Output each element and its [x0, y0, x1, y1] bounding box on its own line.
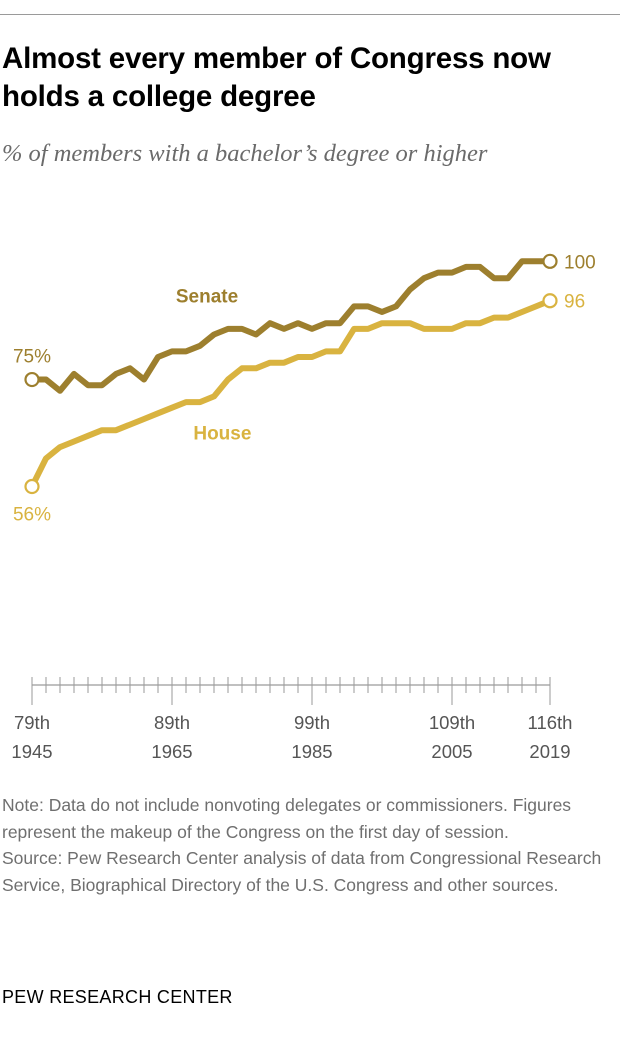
start-marker-house [24, 478, 40, 495]
series-label-senate: Senate [176, 287, 238, 308]
start-label-senate: 75% [13, 347, 51, 368]
series-line-senate [32, 258, 550, 394]
x-tick-label: 109th [429, 712, 475, 733]
x-tick-year: 1985 [291, 741, 332, 762]
x-tick-year: 2019 [529, 741, 570, 762]
start-marker-senate [24, 371, 40, 388]
x-tick-year: 1965 [151, 741, 192, 762]
top-rule [0, 14, 620, 15]
x-tick-label: 99th [294, 712, 330, 733]
end-label-house: 96 [564, 292, 585, 313]
x-tick-label: 89th [154, 712, 190, 733]
x-tick-label: 116th [528, 712, 573, 733]
x-tick-year: 1945 [11, 741, 52, 762]
x-tick-year: 2005 [431, 741, 472, 762]
series-line-house [29, 297, 552, 488]
start-label-house: 56% [13, 505, 51, 526]
end-marker-senate [542, 253, 558, 269]
footer-brand: PEW RESEARCH CENTER [2, 987, 233, 1007]
end-label-senate: 100 [564, 252, 596, 273]
end-marker-house [542, 293, 558, 309]
chart-title: Almost every member of Congress now hold… [2, 42, 551, 113]
line-chart: 79th 1945 89th 1965 99th 1985 109th 2005 116th 20… [11, 252, 596, 762]
x-tick-label: 79th [14, 712, 50, 733]
series-label-house: House [193, 424, 251, 445]
note-text: Note: Data do not include nonvoting dele… [2, 795, 572, 842]
notes-block: Note: Data do not include nonvoting dele… [2, 792, 614, 898]
source-text: Source: Pew Research Center analysis of … [2, 848, 602, 895]
chart-subtitle: % of members with a bachelor’s degree or… [2, 140, 488, 167]
